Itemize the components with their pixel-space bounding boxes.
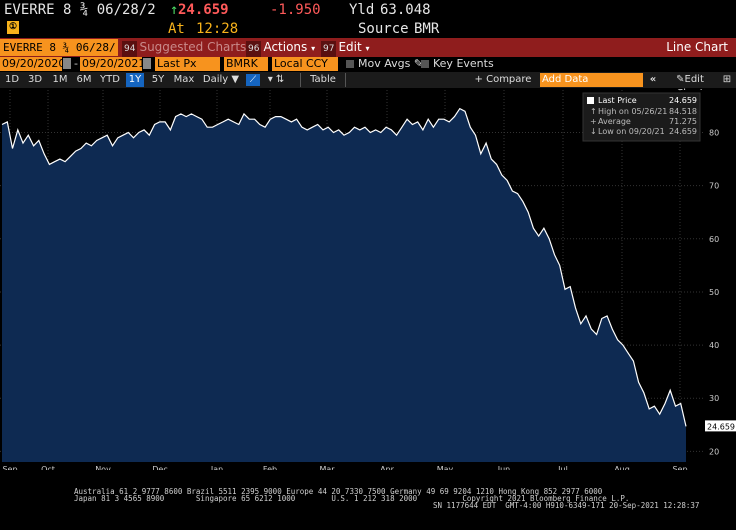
legend-average-label: Average — [598, 117, 631, 126]
legend-average-value: 71.275 — [669, 117, 697, 126]
x-tick-label: May — [437, 465, 454, 470]
x-tick-label: Dec — [152, 465, 167, 470]
chart-title: Line Chart — [666, 40, 728, 54]
period-3d[interactable]: 3D — [27, 74, 43, 85]
parameters-row: 09/20/2020 - 09/20/2021 Last Px BMRK Loc… — [0, 57, 736, 72]
source-selector[interactable]: BMRK — [224, 57, 268, 71]
svg-text:24.659: 24.659 — [707, 422, 735, 431]
x-tick-label: Sep — [2, 465, 17, 470]
start-date-field[interactable]: 09/20/2020 — [0, 57, 62, 71]
x-tick-label: Jan — [210, 465, 223, 470]
y-tick-label: 40 — [709, 341, 719, 350]
yield-label: Yld — [349, 2, 375, 18]
y-tick-label: 80 — [709, 129, 719, 138]
period-row: 1D 3D 1M 6M YTD 1Y 5Y Max Daily ▼ ⟋ ▾ ⇅ … — [0, 72, 736, 99]
y-tick-label: 60 — [709, 235, 719, 244]
legend-low-value: 24.659 — [669, 127, 697, 136]
field-selector[interactable]: Last Px — [155, 57, 220, 71]
period-1d[interactable]: 1D — [4, 74, 20, 85]
security-field[interactable]: EVERRE 8 ¾ 06/28/ — [0, 39, 118, 56]
legend-last-price-label: Last Price — [598, 96, 637, 105]
function-icon[interactable]: ① — [7, 21, 19, 34]
x-tick-label: Feb — [263, 465, 277, 470]
y-tick-label: 70 — [709, 182, 719, 191]
table-button[interactable]: Table — [300, 73, 346, 87]
x-tick-label: Aug — [614, 465, 630, 470]
quote-time: 12:28 — [196, 21, 239, 37]
source-value: BMR — [414, 21, 440, 37]
x-tick-label: Sep — [672, 465, 687, 470]
source-label: Source — [358, 21, 409, 37]
calendar-icon[interactable] — [63, 58, 71, 69]
security-name: EVERRE 8 ¾ 06/28/2 — [4, 2, 156, 18]
footer-line-1: Australia 61 2 9777 8600 Brazil 5511 239… — [74, 487, 603, 496]
period-5y[interactable]: 5Y — [151, 74, 165, 85]
legend-high-value: 84.518 — [669, 107, 697, 116]
price-change: -1.950 — [270, 2, 321, 18]
period-max[interactable]: Max — [173, 74, 195, 85]
pencil-icon: ✎ — [413, 57, 424, 70]
footer-line-2: Japan 81 3 4565 8900 Singapore 65 6212 1… — [74, 494, 630, 503]
chart-legend: Last Price 24.659 ↑ High on 05/26/21 84.… — [582, 92, 701, 142]
price-chart[interactable]: 20 30 40 50 60 70 80 Sep Oct Nov Dec Jan Feb Mar Apr M… — [0, 90, 736, 470]
add-data-input[interactable]: Add Data — [540, 73, 643, 87]
edit-chart-button[interactable]: ✎Edit Chart — [676, 74, 704, 99]
x-tick-label: Nov — [95, 465, 111, 470]
currency-selector[interactable]: Local CCY — [272, 57, 338, 71]
checkbox-icon — [346, 60, 354, 68]
frequency-selector[interactable]: Daily ▼ — [202, 74, 240, 85]
checkbox-icon — [421, 60, 429, 68]
price-area — [2, 108, 686, 462]
period-ytd[interactable]: YTD — [100, 74, 120, 85]
x-tick-label: Jul — [557, 465, 568, 470]
y-axis: 20 30 40 50 60 70 80 — [709, 129, 719, 457]
mov-avgs-toggle[interactable]: Mov Avgs ✎ — [346, 57, 423, 70]
y-tick-label: 30 — [709, 394, 719, 403]
footer: Australia 61 2 9777 8600 Brazil 5511 239… — [0, 486, 736, 530]
end-date-field[interactable]: 09/20/2021 — [80, 57, 142, 71]
legend-down-arrow-icon: ↓ — [590, 127, 597, 136]
dropdown-arrow-icon: ▾ — [365, 44, 370, 53]
x-tick-label: Apr — [380, 465, 395, 470]
line-chart-icon[interactable]: ⟋ — [246, 74, 260, 86]
period-6m[interactable]: 6M — [76, 74, 92, 85]
legend-plus-icon: + — [590, 117, 597, 126]
close-panel-icon[interactable]: ⊞ — [722, 74, 732, 85]
legend-low-label: Low on 09/20/21 — [598, 127, 665, 136]
calendar-icon[interactable] — [143, 58, 151, 69]
x-axis: SepOctNovDecJanFebMarAprMayJunJulAugSep2… — [2, 465, 687, 470]
legend-last-price-value: 24.659 — [669, 96, 697, 105]
date-separator: - — [74, 57, 78, 70]
suggested-charts-button[interactable]: 94 Suggested Charts — [122, 39, 246, 58]
pencil-icon: ✎ — [676, 74, 685, 85]
last-price: 24.659 — [178, 2, 229, 18]
function-toolbar: EVERRE 8 ¾ 06/28/ 94 Suggested Charts 96 A… — [0, 38, 736, 58]
collapse-icon[interactable]: « — [649, 74, 657, 85]
price-line — [1, 107, 687, 427]
at-label: At — [168, 21, 185, 37]
period-1m[interactable]: 1M — [52, 74, 68, 85]
yield-value: 63.048 — [380, 2, 431, 18]
legend-high-label: High on 05/26/21 — [598, 107, 667, 116]
period-1y[interactable]: 1Y — [126, 73, 144, 87]
x-tick-label: Oct — [41, 465, 55, 470]
key-events-toggle[interactable]: Key Events — [421, 57, 494, 70]
x-tick-label: Mar — [319, 465, 335, 470]
compare-button[interactable]: + Compare ▾ — [472, 73, 534, 99]
chart-style-icon[interactable]: ▾ ⇅ — [267, 74, 285, 85]
ticker-strip: EVERRE 8 ¾ 06/28/2 ↑ 24.659 -1.950 Yld 6… — [0, 0, 736, 38]
y-tick-label: 50 — [709, 288, 719, 297]
last-value-tag: 24.659 — [705, 420, 736, 432]
up-arrow-icon: ↑ — [170, 2, 179, 18]
y-tick-label: 20 — [709, 447, 719, 456]
edit-button[interactable]: 97 Edit ▾ — [321, 39, 370, 58]
x-tick-label: Jun — [497, 465, 511, 470]
footer-line-3: SN 1177644 EDT GMT-4:00 H910-6349-171 20… — [433, 501, 700, 510]
dropdown-arrow-icon: ▾ — [311, 44, 316, 53]
legend-up-arrow-icon: ↑ — [590, 107, 597, 116]
legend-swatch-icon — [587, 97, 594, 104]
actions-button[interactable]: 96 Actions ▾ — [246, 39, 316, 58]
